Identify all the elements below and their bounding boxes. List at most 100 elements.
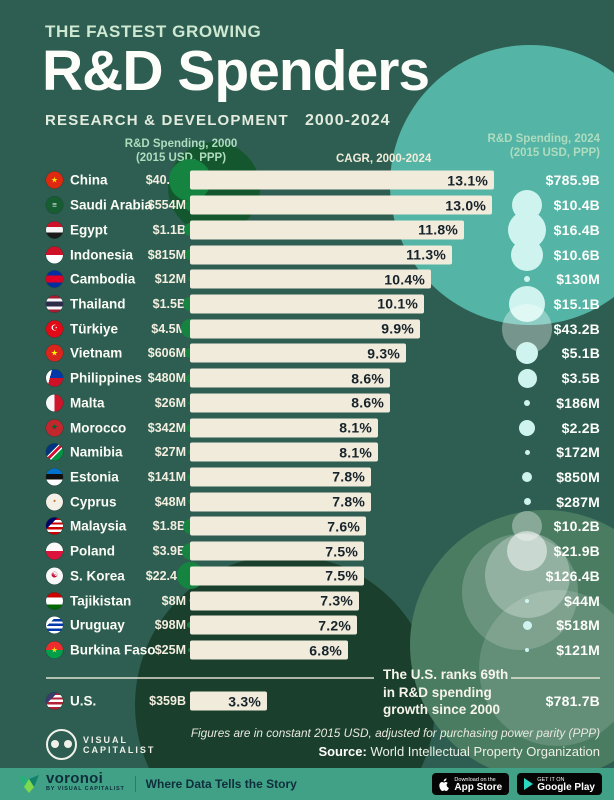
subtitle-years: 2000-2024 bbox=[305, 112, 391, 129]
cagr-value: 8.1% bbox=[339, 419, 372, 436]
cagr-value: 7.2% bbox=[318, 617, 351, 634]
spend-2000-value: $3.9B bbox=[152, 544, 186, 559]
table-row-philippines: Philippines $480M 8.6% $3.5B bbox=[0, 366, 614, 391]
cagr-bar: 8.1% bbox=[190, 418, 378, 438]
spend-2024-circle bbox=[511, 238, 543, 271]
country-name: Namibia bbox=[70, 444, 123, 460]
country-name: Tajikistan bbox=[70, 593, 132, 609]
china-flag-icon: ★ bbox=[46, 171, 63, 189]
cagr-bar: 7.3% bbox=[190, 591, 359, 611]
cagr-value: 7.5% bbox=[325, 567, 358, 584]
spend-2024-circle bbox=[484, 533, 570, 619]
spend-2000-value: $27M bbox=[154, 445, 186, 460]
cagr-value: 9.3% bbox=[367, 345, 400, 362]
spend-2024-circle bbox=[522, 471, 532, 482]
cagr-bar: 10.4% bbox=[190, 269, 431, 289]
saudi-arabia-flag-glyph: ≡ bbox=[52, 200, 57, 210]
apple-icon bbox=[439, 777, 450, 791]
cagr-bar: 6.8% bbox=[190, 640, 348, 660]
spend-2000-value: $815M bbox=[147, 247, 186, 262]
spend-2024-value: $850M bbox=[556, 468, 600, 485]
cagr-bar: 11.3% bbox=[190, 245, 452, 265]
spend-2024-circle bbox=[524, 449, 530, 455]
philippines-flag-icon bbox=[46, 369, 63, 387]
burkina-faso-flag-icon: ★ bbox=[46, 641, 63, 659]
spend-2024-value: $21.9B bbox=[553, 543, 600, 560]
country-name: U.S. bbox=[70, 693, 97, 709]
column-header-2024: R&D Spending, 2024 (2015 USD, PPP) bbox=[430, 132, 600, 160]
country-name: Indonesia bbox=[70, 247, 134, 263]
spend-2024-value: $5.1B bbox=[561, 345, 600, 362]
spend-2000-value: $4.5M bbox=[151, 321, 186, 336]
spend-2024-value: $43.2B bbox=[553, 320, 600, 337]
visual-capitalist-wordmark: VISUAL CAPITALIST bbox=[83, 735, 155, 755]
cagr-bar: 7.2% bbox=[190, 615, 357, 635]
visual-capitalist-logo: VISUAL CAPITALIST bbox=[46, 729, 155, 760]
voronoi-brand-sub: BY VISUAL CAPITALIST bbox=[46, 786, 125, 792]
cagr-value: 10.4% bbox=[384, 271, 425, 288]
voronoi-logo: voronoi BY VISUAL CAPITALIST bbox=[18, 771, 125, 794]
country-name: Türkiye bbox=[70, 321, 119, 337]
spend-2000-value: $48M bbox=[154, 494, 186, 509]
spend-2024-value: $785.9B bbox=[545, 172, 600, 189]
separator-line-left bbox=[46, 677, 374, 679]
spend-2024-value: $172M bbox=[556, 444, 600, 461]
cagr-bar: 3.3% bbox=[190, 691, 267, 711]
table-row-egypt: Egypt $1.1B 11.8% $16.4B bbox=[0, 210, 614, 249]
spend-2000-value: $554M bbox=[147, 198, 186, 213]
vc-wordmark-line2: CAPITALIST bbox=[83, 744, 156, 755]
app-store-badge[interactable]: Download on the App Store bbox=[432, 773, 510, 795]
malaysia-flag-icon bbox=[46, 517, 63, 535]
table-row-indonesia: Indonesia $815M 11.3% $10.6B bbox=[0, 238, 614, 271]
table-row-uruguay: Uruguay $98M 7.2% $518M bbox=[0, 613, 614, 638]
table-row-saudi-arabia: ≡ Saudi Arabia $554M 13.0% $10.4B bbox=[0, 190, 614, 221]
cagr-value: 13.0% bbox=[445, 197, 486, 214]
cagr-bar: 7.8% bbox=[190, 467, 371, 487]
column-header-2000: R&D Spending, 2000 (2015 USD, PPP) bbox=[96, 137, 266, 165]
voronoi-icon bbox=[19, 775, 39, 793]
vietnam-flag-icon: ★ bbox=[46, 344, 63, 362]
cagr-bar: 7.5% bbox=[190, 566, 364, 586]
spend-2024-value: $10.2B bbox=[553, 518, 600, 535]
cagr-value: 13.1% bbox=[447, 172, 488, 189]
spend-2024-circle bbox=[517, 368, 537, 388]
spend-2024-value: $781.7B bbox=[545, 693, 600, 710]
spend-2024-circle bbox=[525, 598, 529, 603]
spend-2024-value: $121M bbox=[556, 642, 600, 659]
cagr-bar: 7.5% bbox=[190, 541, 364, 561]
bottom-brand-bar: voronoi BY VISUAL CAPITALIST Where Data … bbox=[0, 768, 614, 800]
spend-2024-value: $126.4B bbox=[545, 567, 600, 584]
table-row-t-rkiye: ☪ Türkiye $4.5M 9.9% $43.2B bbox=[0, 303, 614, 354]
country-name: Philippines bbox=[70, 370, 143, 386]
cagr-value: 8.1% bbox=[339, 444, 372, 461]
cyprus-flag-glyph: • bbox=[53, 496, 56, 506]
s-korea-flag-glyph: ☯ bbox=[50, 570, 59, 580]
spend-2024-circle bbox=[524, 276, 530, 283]
google-play-badge-line2: Google Play bbox=[537, 782, 595, 793]
spend-2000-value: $359B bbox=[149, 694, 186, 709]
table-row-poland: Poland $3.9B 7.5% $21.9B bbox=[0, 531, 614, 572]
thailand-flag-icon bbox=[46, 295, 63, 313]
spend-2000-value: $98M bbox=[154, 618, 186, 633]
spend-2000-value: $141M bbox=[147, 469, 186, 484]
spend-2000-value: $1.8B bbox=[152, 519, 186, 534]
tajikistan-flag-icon bbox=[46, 592, 63, 610]
cagr-bar: 8.6% bbox=[190, 368, 390, 388]
spend-2024-circle bbox=[516, 342, 538, 365]
country-name: Egypt bbox=[70, 222, 108, 238]
country-name: Poland bbox=[70, 543, 116, 559]
source-line: Source: World Intellectual Property Orga… bbox=[140, 744, 600, 759]
vietnam-flag-glyph: ★ bbox=[50, 348, 59, 358]
us-row: U.S. $359B 3.3% $781.7B bbox=[0, 689, 614, 715]
spend-2000-value: $8M bbox=[161, 593, 186, 608]
cagr-value: 11.8% bbox=[418, 221, 458, 238]
google-play-badge[interactable]: GET IT ON Google Play bbox=[517, 773, 602, 795]
table-row-burkina-faso: ★ Burkina Faso $25M 6.8% $121M bbox=[0, 638, 614, 663]
spend-2000-value: $342M bbox=[147, 420, 186, 435]
country-name: Cyprus bbox=[70, 494, 117, 510]
cagr-bar: 7.6% bbox=[190, 516, 366, 536]
us-rank-annotation-line1: The U.S. ranks 69th bbox=[383, 667, 509, 682]
cagr-value: 7.8% bbox=[332, 468, 365, 485]
poland-flag-icon bbox=[46, 542, 63, 560]
country-name: Saudi Arabia bbox=[70, 197, 153, 213]
